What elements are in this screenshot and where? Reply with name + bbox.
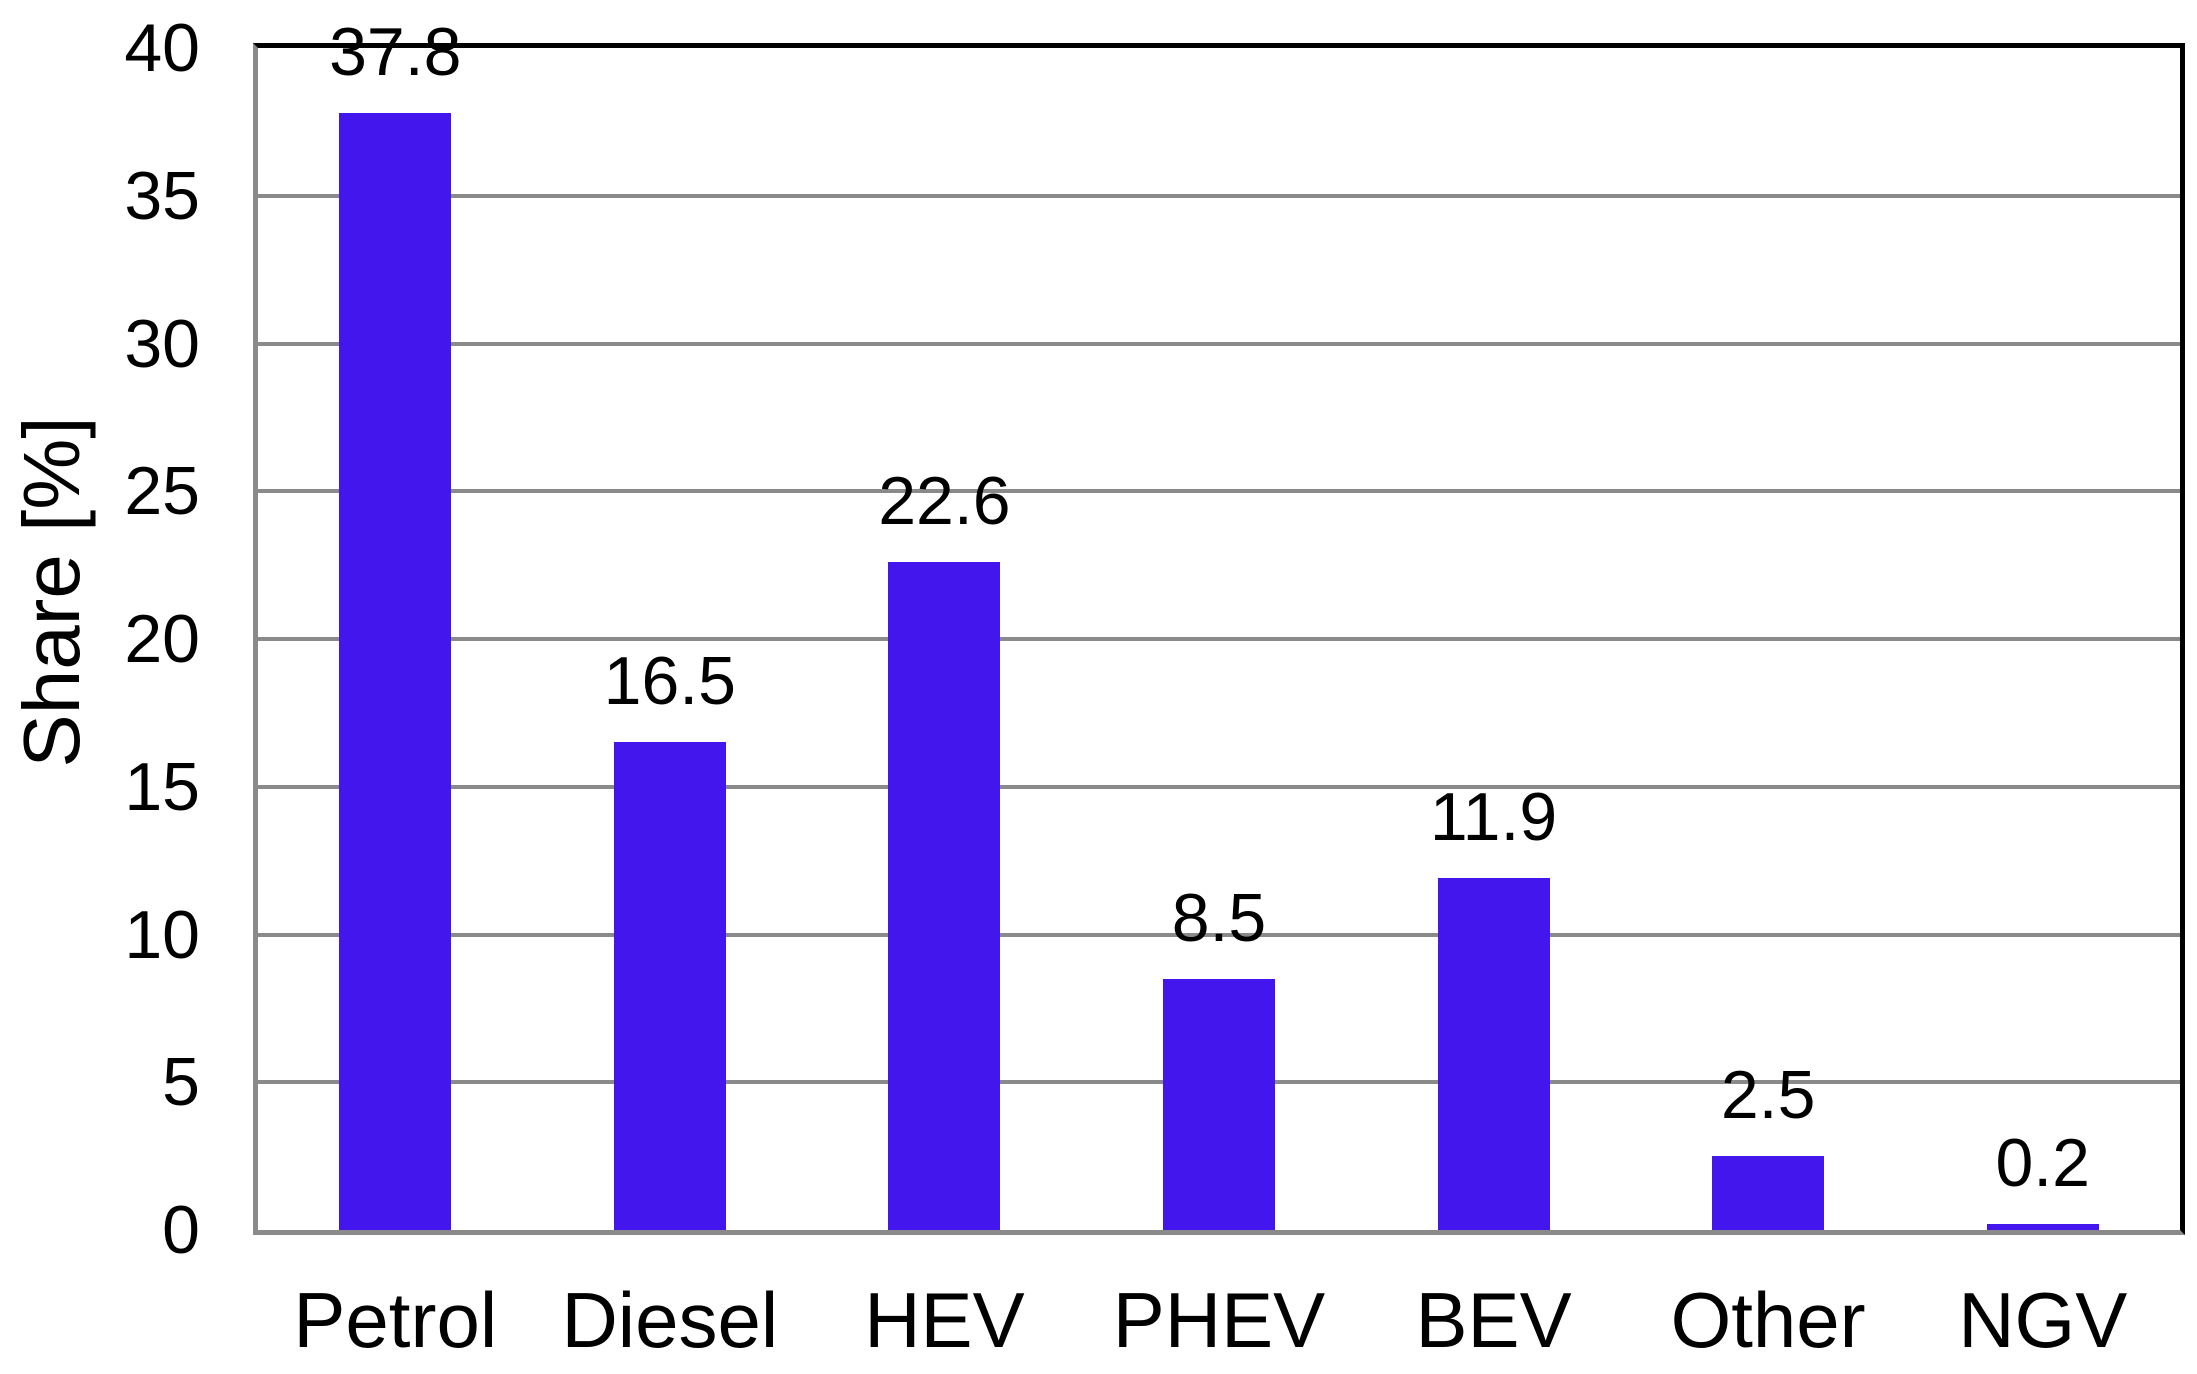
value-label-other: 2.5 [1720, 1057, 1816, 1134]
bar-diesel [613, 742, 726, 1230]
category-label-phev: PHEV [1112, 1276, 1326, 1364]
y-tick-label-25: 25 [124, 453, 200, 530]
bar-bev [1437, 878, 1550, 1230]
gridline-10 [258, 932, 2180, 937]
value-label-bev: 11.9 [1429, 779, 1558, 856]
column-other: 2.5 [1631, 48, 1906, 1230]
category-label-other: Other [1670, 1276, 1866, 1364]
y-tick-label-20: 20 [124, 601, 200, 677]
column-phev: 8.5 [1082, 48, 1357, 1230]
column-bev: 11.9 [1356, 48, 1631, 1230]
gridline-35 [258, 193, 2180, 198]
value-label-diesel: 16.5 [603, 643, 737, 720]
value-label-petrol: 37.8 [329, 14, 462, 91]
category-label-diesel: Diesel [561, 1276, 779, 1364]
gridline-30 [258, 341, 2180, 346]
bar-phev [1162, 978, 1275, 1230]
column-ngv: 0.2 [1905, 48, 2180, 1230]
gridline-20 [258, 637, 2180, 641]
column-hev: 22.6 [807, 48, 1082, 1230]
category-label-bev: BEV [1415, 1276, 1572, 1364]
y-tick-label-35: 35 [124, 157, 200, 234]
category-label-petrol: Petrol [293, 1276, 498, 1364]
gridline-15 [258, 784, 2180, 789]
value-label-phev: 8.5 [1171, 879, 1267, 956]
y-tick-label-10: 10 [124, 896, 200, 973]
y-tick-label-30: 30 [124, 305, 200, 382]
value-label-ngv: 0.2 [1995, 1125, 2090, 1202]
y-tick-label-0: 0 [162, 1192, 200, 1268]
bar-petrol [339, 113, 452, 1230]
y-tick-label-5: 5 [162, 1044, 200, 1121]
bar-ngv [1986, 1224, 2099, 1230]
category-label-hev: HEV [864, 1276, 1025, 1364]
y-tick-label-15: 15 [124, 748, 200, 825]
gridline-25 [258, 489, 2180, 494]
column-petrol: 37.8 [258, 17, 533, 1230]
value-label-hev: 22.6 [878, 463, 1011, 540]
y-tick-label-40: 40 [124, 10, 200, 86]
category-label-ngv: NGV [1958, 1276, 2128, 1364]
x-axis-category-labels: Petrol Diesel HEV PHEV BEV Other NGV [258, 1270, 2180, 1370]
bar-other [1712, 1156, 1825, 1230]
column-diesel: 16.5 [533, 48, 808, 1230]
bar-hev [888, 562, 1001, 1230]
plot-area: 37.8 16.5 22.6 8.5 11.9 2.5 0.2 [253, 17, 2185, 1235]
